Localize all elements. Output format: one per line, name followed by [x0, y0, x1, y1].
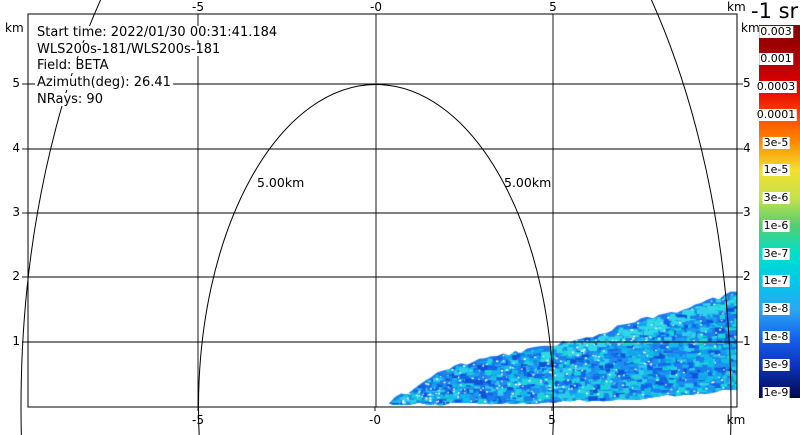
- y-axis-unit-right: km: [741, 21, 760, 35]
- y-tick-label-left: 1: [12, 334, 20, 348]
- y-tick-label-left: 4: [12, 141, 20, 155]
- y-tick-label-right: 1: [743, 334, 751, 348]
- scan-info-line: WLS200s-181/WLS200s-181: [35, 41, 223, 57]
- scan-info-block: Start time: 2022/01/30 00:31:41.184 WLS20…: [35, 25, 280, 109]
- y-tick-label-right: 4: [743, 141, 751, 155]
- x-tick-label-bottom: -0: [369, 413, 381, 427]
- x-tick-label-top: 5: [549, 0, 557, 14]
- x-axis-unit-bottom: km: [726, 413, 746, 427]
- colorbar-tick-label: 3e-9: [762, 357, 790, 371]
- colorbar-tick-label: 3e-8: [762, 302, 790, 316]
- x-axis-unit-top: km: [727, 0, 746, 14]
- plot-border: [27, 13, 738, 408]
- colorbar-tick-label: 0.003: [759, 24, 793, 38]
- x-tick-label-bottom: -5: [192, 413, 204, 427]
- range-ring-label: 5.00km: [504, 175, 552, 190]
- y-tick-label-left: 3: [12, 205, 20, 219]
- colorbar-tick-label: 3e-7: [762, 246, 790, 260]
- range-ring-label: 5.00km: [257, 175, 305, 190]
- colorbar-tick-label: 0.0003: [755, 80, 797, 94]
- colorbar-tick-label: 1e-5: [762, 163, 790, 177]
- colorbar-tick-label: 3e-6: [762, 191, 790, 205]
- scan-info-line: Azimuth(deg): 26.41: [35, 75, 173, 91]
- y-tick-label-right: 5: [743, 76, 751, 90]
- colorbar-tick-label: 1e-9: [762, 385, 790, 399]
- colorbar-tick-label: 0.001: [759, 52, 793, 66]
- scan-info-line: Field: BETA: [35, 58, 111, 74]
- colorbar-tick-label: 1e-7: [762, 274, 790, 288]
- colorbar-title: -1 sr: [751, 0, 799, 23]
- x-tick-label-top: -5: [192, 0, 204, 14]
- colorbar-tick-label: 1e-8: [762, 329, 790, 343]
- x-tick-label-top: -0: [370, 0, 382, 14]
- y-tick-label-right: 2: [743, 269, 751, 283]
- scan-info-line: NRays: 90: [35, 91, 105, 107]
- colorbar-tick-label: 1e-6: [762, 218, 790, 232]
- colorbar-tick-label: 3e-5: [762, 135, 790, 149]
- colorbar-tick-label: 0.0001: [755, 107, 797, 121]
- y-axis-unit-left: km: [5, 21, 24, 35]
- y-tick-label-left: 2: [12, 269, 20, 283]
- scan-info-line: Start time: 2022/01/30 00:31:41.184: [35, 25, 280, 40]
- y-tick-label-right: 3: [743, 205, 751, 219]
- x-tick-label-bottom: 5: [548, 413, 556, 427]
- y-tick-label-left: 5: [12, 76, 20, 90]
